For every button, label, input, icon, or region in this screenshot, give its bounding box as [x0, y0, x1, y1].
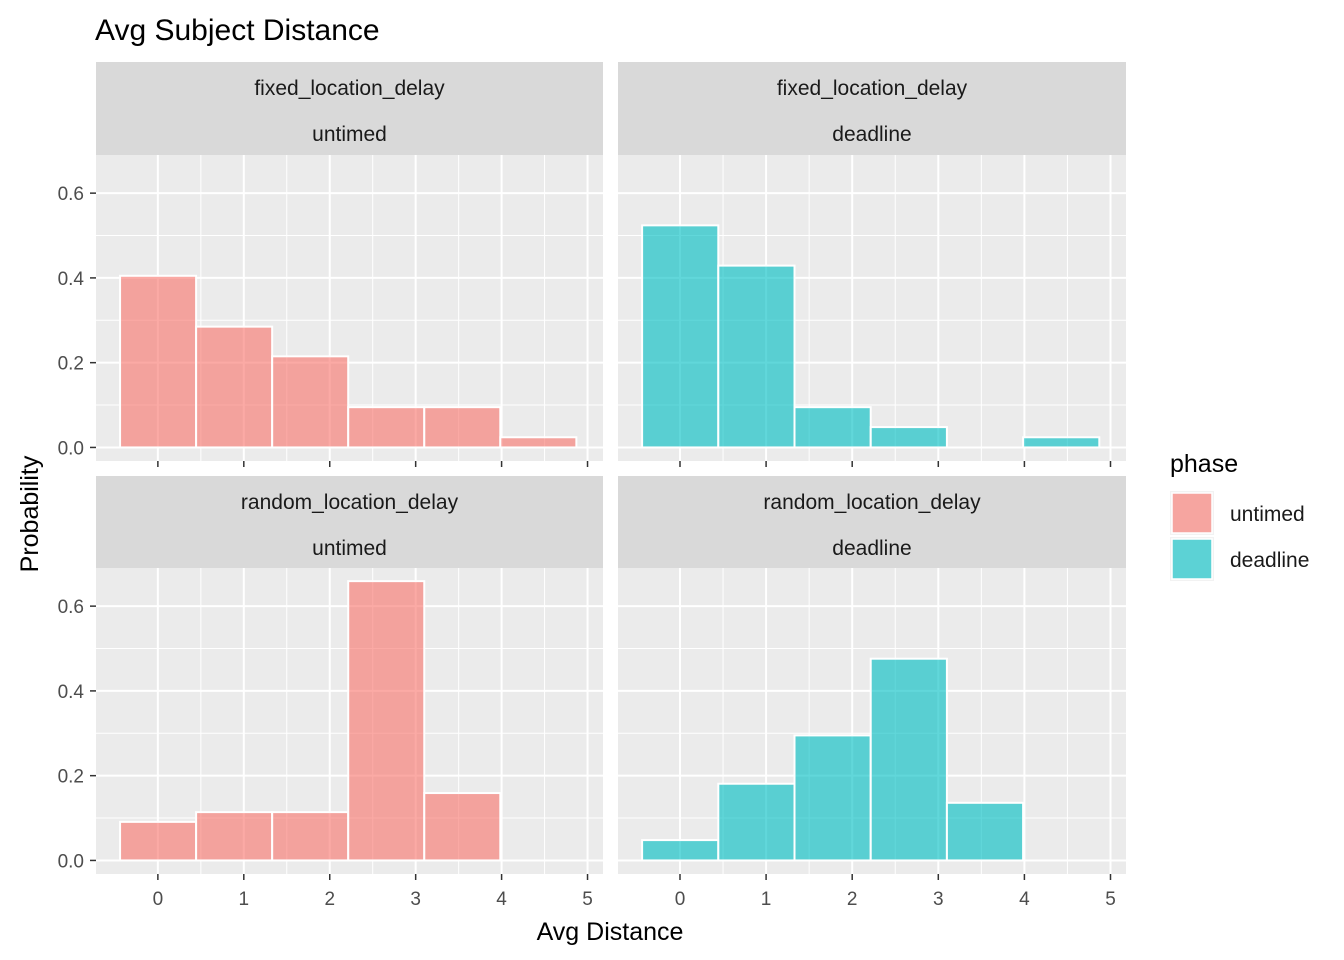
legend-title: phase: [1170, 450, 1238, 478]
y-tick-label: 0.4: [58, 682, 85, 703]
facet-strip: [96, 476, 603, 568]
histogram-bar: [945, 801, 1025, 862]
histogram-bar: [195, 811, 274, 862]
x-tick-label: 4: [496, 889, 507, 910]
facet-strip: [618, 476, 1126, 568]
x-tick-label: 1: [239, 889, 250, 910]
facet-strip: [96, 62, 603, 155]
y-tick-label: 0.6: [58, 597, 84, 618]
y-tick-label: 0.4: [58, 269, 85, 290]
facet-strip-label: untimed: [312, 123, 387, 146]
histogram-bar: [271, 811, 350, 862]
histogram-bar: [423, 406, 502, 449]
y-tick-label: 0.6: [58, 184, 84, 205]
y-tick-label: 0.0: [58, 438, 84, 459]
x-tick-label: 3: [410, 889, 421, 910]
histogram-bar: [641, 224, 720, 449]
facet-strip: [618, 62, 1126, 155]
histogram-bar: [641, 839, 720, 862]
histogram-bar: [271, 355, 350, 449]
facet-strip-label: untimed: [312, 537, 387, 560]
legend-swatch: [1171, 538, 1213, 580]
histogram-bar: [499, 436, 578, 449]
y-tick-label: 0.0: [58, 851, 84, 872]
facet-strip-label: fixed_location_delay: [777, 77, 968, 100]
x-tick-label: 3: [933, 889, 944, 910]
histogram-bar: [869, 426, 948, 449]
y-axis-label: Probability: [16, 455, 44, 572]
x-tick-label: 4: [1019, 889, 1030, 910]
facet-panel: random_location_delay deadline 0 1 2 3 4 5: [618, 476, 1126, 910]
histogram-bar: [347, 406, 426, 449]
legend-label: untimed: [1230, 503, 1305, 526]
x-tick-label: 1: [761, 889, 772, 910]
x-tick-label: 5: [582, 889, 593, 910]
facet-strip-label: deadline: [832, 123, 911, 146]
legend-label: deadline: [1230, 549, 1309, 572]
chart-title: Avg Subject Distance: [95, 14, 380, 47]
facet-panel: fixed_location_delay deadline: [618, 62, 1126, 467]
x-tick-label: 0: [153, 889, 164, 910]
panels-layer: fixed_location_delayuntimed0.00.20.40.6f…: [58, 62, 1126, 910]
histogram-bar: [717, 782, 796, 862]
y-tick-label: 0.2: [58, 767, 84, 788]
histogram-bar: [119, 274, 198, 449]
facet-strip-label: fixed_location_delay: [254, 77, 445, 100]
histogram-bar: [423, 792, 502, 862]
histogram-bar: [119, 820, 198, 862]
facet-strip-label: random_location_delay: [763, 491, 981, 514]
facet-strip-label: random_location_delay: [241, 491, 459, 514]
x-tick-label: 2: [324, 889, 335, 910]
y-tick-label: 0.2: [58, 354, 84, 375]
x-tick-label: 5: [1105, 889, 1116, 910]
histogram-bar: [195, 325, 274, 449]
histogram-bar: [869, 657, 948, 862]
legend-swatch: [1171, 492, 1213, 534]
x-tick-label: 0: [675, 889, 686, 910]
histogram-bar: [793, 734, 872, 862]
histogram-bar: [1022, 436, 1101, 449]
x-tick-label: 2: [847, 889, 858, 910]
histogram-bar: [793, 406, 872, 449]
histogram-bar: [717, 264, 796, 449]
x-axis-label: Avg Distance: [537, 918, 684, 946]
histogram-bar: [347, 580, 426, 862]
legend: phase untimed deadline: [1170, 450, 1309, 581]
facet-strip-label: deadline: [832, 537, 911, 560]
